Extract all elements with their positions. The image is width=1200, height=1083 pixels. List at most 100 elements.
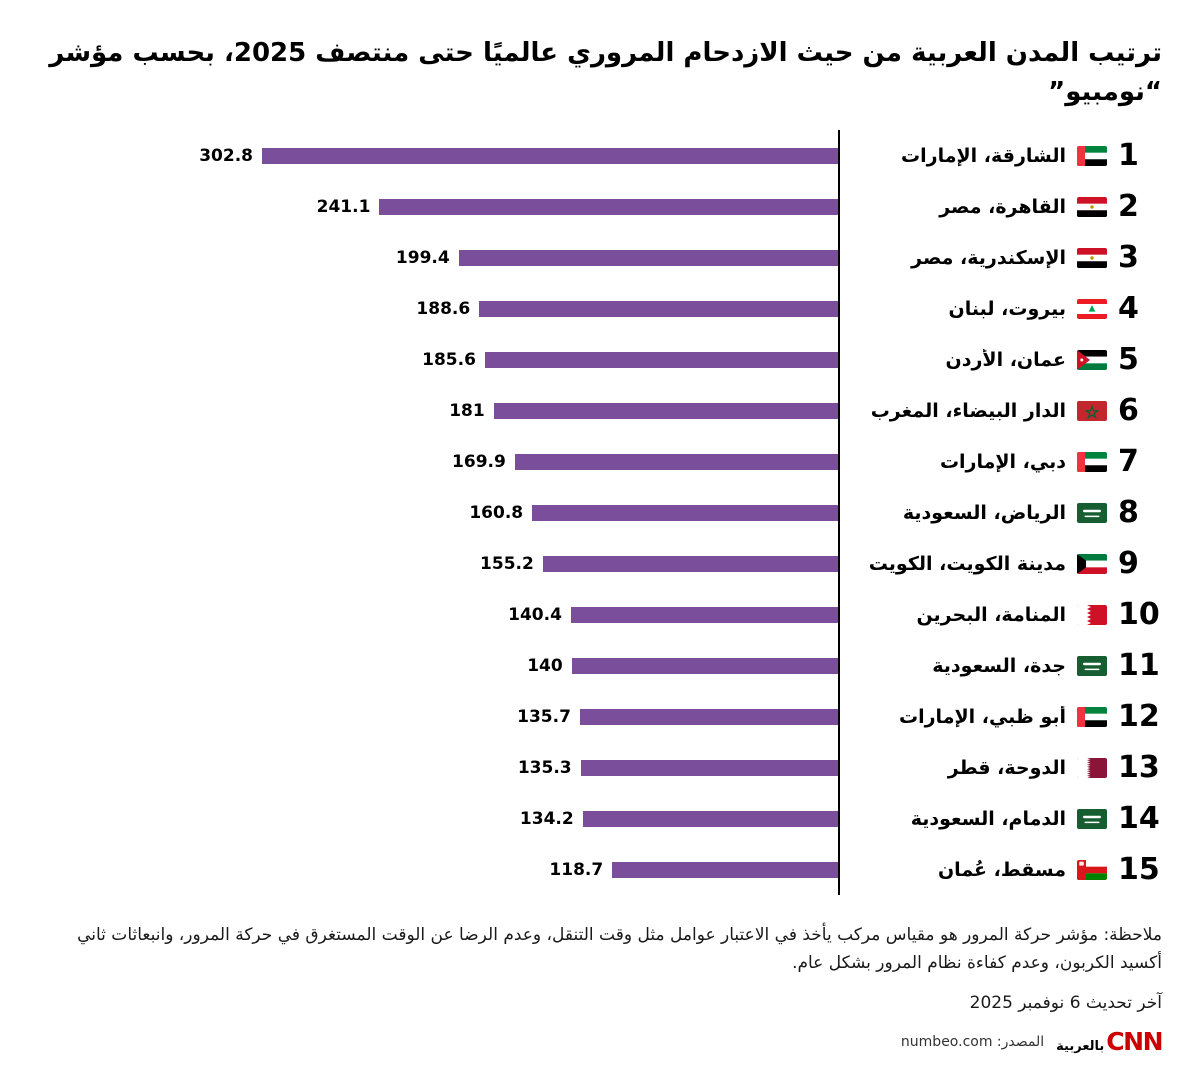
row-label-area: مدينة الكويت، الكويت 9 [838, 546, 1162, 581]
bar-value-label: 302.8 [199, 145, 253, 166]
cnn-logo-icon: CNN [1106, 1027, 1163, 1057]
chart-row: 134.2 الدمام، السعودية 14 [38, 793, 1162, 844]
bar-area: 169.9 [38, 452, 838, 472]
row-label-area: المنامة، البحرين 10 [838, 597, 1162, 632]
bar-value-label: 118.7 [549, 859, 604, 880]
source-label: المصدر: numbeo.com [900, 1033, 1045, 1050]
bar [612, 861, 838, 878]
city-label: الدوحة، قطر [947, 756, 1066, 779]
row-label-area: أبو ظبي، الإمارات 12 [838, 699, 1162, 734]
bar-area: 140 [38, 656, 838, 676]
rank-number: 13 [1118, 750, 1160, 785]
bar [458, 249, 838, 266]
jordan-flag-icon [1077, 349, 1107, 370]
city-label: جدة، السعودية [932, 654, 1066, 677]
city-label: أبو ظبي، الإمارات [899, 705, 1066, 728]
bar-area: 185.6 [38, 350, 838, 370]
city-label: مسقط، عُمان [937, 858, 1066, 881]
morocco-flag-icon [1077, 400, 1107, 421]
city-label: دبي، الإمارات [939, 450, 1066, 473]
saudi-flag-icon [1077, 502, 1107, 523]
bar-area: 241.1 [38, 197, 838, 217]
bar-area: 134.2 [38, 809, 838, 829]
chart-rows: 302.8 الشارقة، الإمارات 1 241.1 القاهرة، مصر… [38, 130, 1162, 895]
bar-value-label: 188.6 [416, 298, 471, 319]
city-label: الإسكندرية، مصر [911, 246, 1066, 269]
kuwait-flag-icon [1077, 553, 1107, 574]
chart-row: 302.8 الشارقة، الإمارات 1 [38, 130, 1162, 181]
chart-row: 140 جدة، السعودية 11 [38, 640, 1162, 691]
bar-area: 135.7 [38, 707, 838, 727]
source-row: المصدر: numbeo.com بالعربية CNN [38, 1027, 1164, 1057]
city-label: مدينة الكويت، الكويت [868, 552, 1066, 575]
bar [532, 504, 838, 521]
bar-value-label: 169.9 [452, 451, 506, 472]
row-label-area: جدة، السعودية 11 [838, 648, 1162, 683]
bar [580, 759, 838, 776]
bar-value-label: 160.8 [469, 502, 524, 523]
bar [479, 300, 838, 317]
rank-number: 5 [1118, 342, 1139, 377]
rank-number: 11 [1118, 648, 1160, 683]
traffic-index-chart: 302.8 الشارقة، الإمارات 1 241.1 القاهرة، مصر… [38, 130, 1162, 895]
qatar-flag-icon [1077, 757, 1107, 778]
methodology-note: ملاحظة: مؤشر حركة المرور هو مقياس مركب ي… [77, 925, 1162, 974]
rank-number: 15 [1118, 852, 1160, 887]
oman-flag-icon [1077, 859, 1107, 880]
rank-number: 14 [1118, 801, 1160, 836]
chart-row: 181 الدار البيضاء، المغرب 6 [38, 385, 1162, 436]
city-label: الدمام، السعودية [910, 807, 1066, 830]
chart-row: 169.9 دبي، الإمارات 7 [38, 436, 1162, 487]
row-label-area: بيروت، لبنان 4 [838, 291, 1162, 326]
bar [582, 810, 838, 827]
bar [262, 147, 838, 164]
last-updated-text: آخر تحديث 6 نوفمبر 2025 [969, 993, 1162, 1014]
bar-area: 155.2 [38, 554, 838, 574]
row-label-area: الشارقة، الإمارات 1 [838, 138, 1162, 173]
row-label-area: الدمام، السعودية 14 [838, 801, 1162, 836]
uae-flag-icon [1077, 706, 1107, 727]
row-label-area: القاهرة، مصر 2 [838, 189, 1162, 224]
bar-value-label: 135.7 [517, 706, 571, 727]
chart-row: 118.7 مسقط، عُمان 15 [38, 844, 1162, 895]
uae-flag-icon [1077, 451, 1107, 472]
bar-value-label: 140.4 [508, 604, 562, 625]
chart-row: 140.4 المنامة، البحرين 10 [38, 589, 1162, 640]
bar-area: 199.4 [38, 248, 838, 268]
chart-row: 160.8 الرياض، السعودية 8 [38, 487, 1162, 538]
saudi-flag-icon [1077, 808, 1107, 829]
chart-row: 188.6 بيروت، لبنان 4 [38, 283, 1162, 334]
page-title: ترتيب المدن العربية من حيث الازدحام المر… [49, 38, 1162, 107]
bahrain-flag-icon [1077, 604, 1107, 625]
rank-number: 4 [1118, 291, 1139, 326]
bar-value-label: 155.2 [480, 553, 534, 574]
city-label: الرياض، السعودية [902, 501, 1066, 524]
rank-number: 10 [1118, 597, 1160, 632]
egypt-flag-icon [1077, 247, 1107, 268]
city-label: الشارقة، الإمارات [901, 144, 1066, 167]
chart-row: 185.6 عمان، الأردن 5 [38, 334, 1162, 385]
bar-value-label: 140 [527, 655, 563, 676]
chart-row: 155.2 مدينة الكويت، الكويت 9 [38, 538, 1162, 589]
bar-area: 135.3 [38, 758, 838, 778]
bar-value-label: 199.4 [395, 247, 450, 268]
cnn-arabic-logo: بالعربية CNN [1056, 1027, 1163, 1057]
bar [493, 402, 838, 419]
city-label: الدار البيضاء، المغرب [870, 399, 1066, 422]
bar [570, 606, 838, 623]
bar-area: 188.6 [38, 299, 838, 319]
saudi-flag-icon [1077, 655, 1107, 676]
row-label-area: الدار البيضاء، المغرب 6 [838, 393, 1162, 428]
bar [579, 708, 838, 725]
bar-area: 181 [38, 401, 838, 421]
rank-number: 6 [1118, 393, 1139, 428]
chart-row: 241.1 القاهرة، مصر 2 [38, 181, 1162, 232]
bar [484, 351, 838, 368]
bar [514, 453, 838, 470]
row-label-area: مسقط، عُمان 15 [838, 852, 1162, 887]
bar [379, 198, 838, 215]
city-label: المنامة، البحرين [916, 603, 1066, 626]
rank-number: 3 [1118, 240, 1139, 275]
bar-value-label: 134.2 [519, 808, 574, 829]
